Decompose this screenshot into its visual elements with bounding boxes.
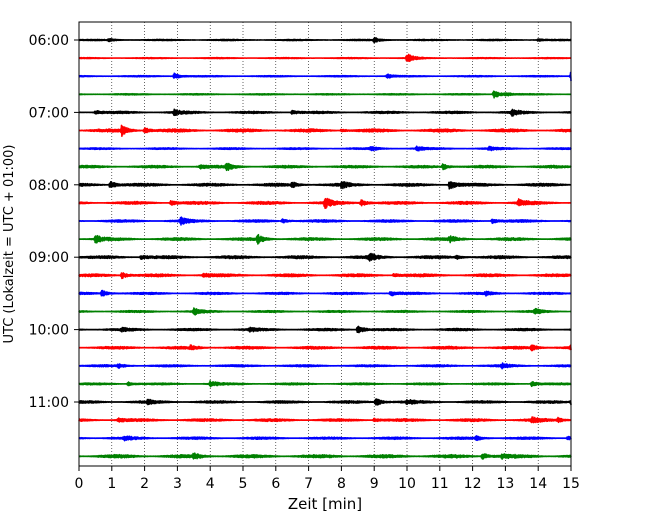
trace-0615 (78, 53, 572, 63)
trace-0900 (78, 252, 572, 262)
x-tick-label: 3 (173, 476, 182, 492)
x-tick-label: 5 (239, 476, 248, 492)
trace-1015 (78, 344, 572, 352)
x-tick-label: 11 (431, 476, 449, 492)
y-axis-ticks: 06:00 07:00 08:00 09:00 10:00 11:00 (29, 33, 79, 411)
trace-0600 (78, 36, 572, 44)
trace-0730 (78, 145, 572, 152)
trace-0945 (78, 307, 572, 316)
trace-0815 (78, 197, 572, 209)
x-tick-label: 2 (140, 476, 149, 492)
y-tick-label: 06:00 (29, 33, 69, 49)
traces (78, 36, 572, 460)
trace-1145 (78, 452, 572, 460)
x-tick-label: 8 (337, 476, 346, 492)
x-tick-label: 10 (398, 476, 416, 492)
x-tick-label: 7 (304, 476, 313, 492)
x-tick-label: 6 (271, 476, 280, 492)
x-axis-ticks: 0 1 2 3 4 5 6 7 8 9 10 11 12 13 14 15 (75, 466, 580, 492)
trace-1000 (78, 325, 572, 334)
trace-0800 (78, 181, 572, 190)
trace-1100 (78, 398, 572, 406)
y-tick-label: 08:00 (29, 178, 69, 194)
trace-0845 (78, 233, 572, 245)
y-tick-label: 10:00 (29, 323, 69, 339)
trace-0715 (78, 124, 572, 137)
trace-1130 (78, 435, 572, 442)
y-tick-label: 09:00 (29, 250, 69, 266)
vertical-grid (111, 22, 539, 466)
plot-frame (78, 21, 572, 467)
trace-1115 (78, 416, 572, 424)
trace-0915 (78, 272, 572, 280)
x-tick-label: 14 (529, 476, 547, 492)
trace-0700 (78, 108, 572, 117)
trace-0630 (78, 71, 572, 82)
x-tick-label: 0 (75, 476, 84, 492)
x-tick-label: 12 (464, 476, 482, 492)
x-tick-label: 4 (206, 476, 215, 492)
y-tick-label: 07:00 (29, 105, 69, 121)
x-tick-label: 9 (370, 476, 379, 492)
y-axis-title: UTC (Lokalzeit = UTC + 01:00) (2, 145, 17, 344)
trace-0745 (78, 162, 572, 172)
x-axis-title: Zeit [min] (288, 495, 362, 513)
trace-1045 (78, 380, 572, 388)
trace-1030 (78, 362, 572, 370)
y-tick-label: 11:00 (29, 395, 69, 411)
x-tick-label: 15 (562, 476, 580, 492)
trace-0645 (78, 90, 572, 99)
trace-0930 (78, 289, 572, 297)
x-tick-label: 1 (107, 476, 116, 492)
x-tick-label: 13 (496, 476, 514, 492)
trace-0830 (78, 216, 572, 226)
